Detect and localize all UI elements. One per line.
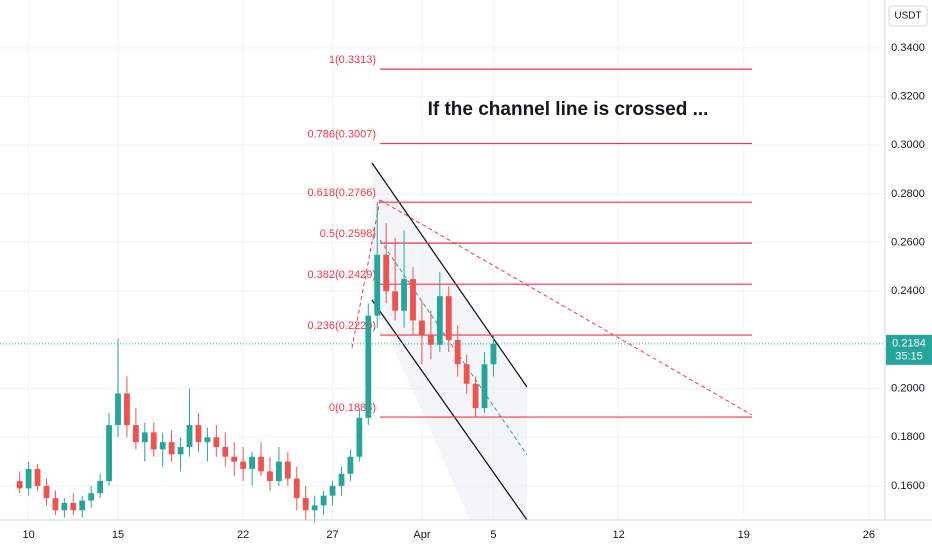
candle-body: [43, 485, 50, 499]
x-tick-label: Apr: [413, 529, 430, 541]
candle-body: [132, 425, 139, 443]
candle-body: [240, 461, 247, 469]
fib-trend: [379, 199, 753, 416]
candle-body: [70, 502, 77, 511]
price-tag-value: 0.2184: [892, 338, 926, 350]
x-tick-label: 26: [863, 529, 875, 541]
currency-box[interactable]: [888, 5, 928, 27]
price-axis: [885, 0, 932, 550]
candle-body: [472, 383, 479, 409]
y-tick-label: 0.2400: [891, 285, 925, 297]
candle-body: [338, 473, 345, 486]
candle-body: [88, 493, 95, 501]
candle-body: [419, 320, 425, 336]
candle-body: [293, 478, 300, 499]
candle-body: [124, 393, 130, 426]
candle-body: [34, 468, 41, 486]
candle-body: [392, 291, 399, 311]
candle-body: [284, 461, 291, 479]
candle-body: [481, 364, 488, 409]
currency: USDT: [894, 11, 921, 22]
candle-body: [106, 425, 112, 482]
candle-body: [115, 393, 121, 426]
x-tick-label: 27: [326, 529, 338, 541]
candle-body: [454, 339, 461, 365]
fib-label: 0.786(0.3007): [308, 128, 377, 140]
candle-body: [159, 442, 166, 450]
y-tick-label: 0.3200: [891, 91, 925, 103]
candle-body: [61, 502, 68, 511]
candle-body: [177, 447, 184, 455]
annotation: If the channel line is crossed ...: [428, 99, 709, 120]
candle-body: [311, 505, 318, 511]
candle-body: [168, 442, 175, 455]
fib-label: 1(0.3313): [329, 54, 376, 66]
candle-body: [365, 315, 372, 418]
price-tag: [886, 334, 932, 365]
candle-body: [25, 468, 32, 489]
y-tick-label: 0.2800: [891, 188, 925, 200]
candle-body: [320, 495, 327, 506]
y-tick-label: 0.2600: [891, 237, 925, 249]
axes: 0.1600 0.1800 0.2000 0.2400 0.2600 0.2800 0.30…: [0, 42, 932, 541]
candle-body: [195, 425, 202, 443]
candle-body: [347, 456, 354, 474]
fib-label: 0.236(0.2220): [308, 320, 377, 332]
candle-body: [401, 279, 407, 311]
channel-lower: [371, 299, 528, 521]
fib-label: 0.618(0.2766): [308, 187, 377, 199]
candle-body: [213, 437, 220, 448]
candle-body: [231, 456, 238, 462]
y-tick-label: 0.3000: [891, 139, 925, 151]
x-tick-label: 22: [237, 529, 249, 541]
candle-body: [329, 485, 336, 496]
y-tick-label: 0.1800: [891, 431, 925, 443]
candle-body: [186, 425, 193, 448]
y-tick-label: 0.3400: [891, 42, 925, 54]
x-tick-label: 15: [112, 529, 124, 541]
candle-body: [150, 432, 157, 450]
candle-body: [16, 481, 23, 489]
x-tick-label: 10: [22, 529, 34, 541]
candle-body: [436, 296, 443, 345]
candle-body: [204, 437, 211, 443]
candle-body: [97, 481, 104, 494]
y-tick-label: 0.1600: [891, 480, 925, 492]
channel-upper: [371, 162, 528, 388]
candle-body: [356, 417, 363, 457]
fib-label: 0.5(0.2598): [320, 228, 376, 240]
candle-body: [79, 500, 86, 511]
countdown: 35:15: [895, 351, 923, 363]
candle-body: [445, 296, 452, 340]
candles: [16, 202, 497, 523]
candle-body: [141, 432, 148, 443]
x-tick-label: 12: [612, 529, 624, 541]
candle-body: [267, 471, 273, 482]
candle-body: [302, 498, 309, 511]
channel-fill: [372, 163, 527, 520]
y-tick-label: 0.2000: [891, 383, 925, 395]
fib-label: 0.382(0.2429): [308, 269, 377, 281]
fib-label: 0(0.1883): [329, 402, 376, 414]
candle-body: [276, 461, 282, 482]
candle-body: [383, 254, 390, 292]
candle-body: [249, 456, 255, 469]
x-tick-label: 19: [738, 529, 750, 541]
x-tick-label: 5: [490, 529, 496, 541]
candle-body: [490, 343, 497, 365]
candle-body: [374, 254, 381, 316]
candle-body: [427, 335, 434, 345]
candle-body: [258, 456, 264, 472]
candle-body: [463, 364, 470, 384]
candle-body: [52, 498, 59, 511]
candle-body: [222, 447, 229, 457]
candle-body: [410, 279, 416, 321]
